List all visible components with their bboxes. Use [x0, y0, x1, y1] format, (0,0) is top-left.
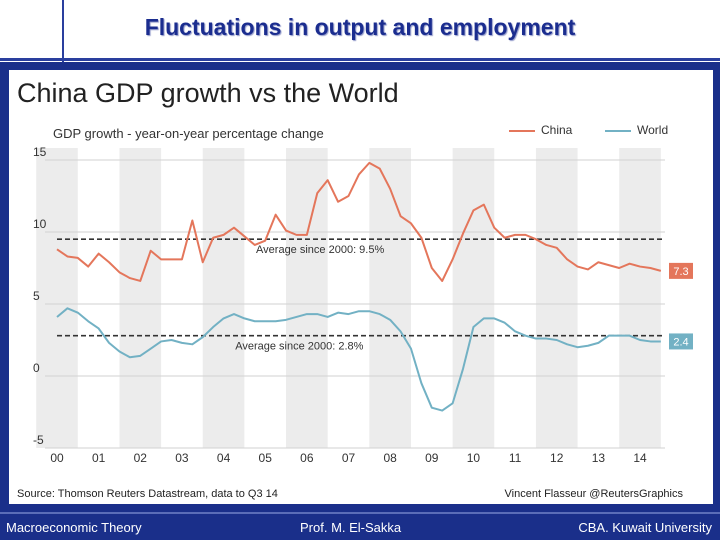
shaded-band-2004	[202, 148, 245, 448]
series-line-world	[56, 307, 661, 412]
chart-source: Source: Thomson Reuters Datastream, data…	[17, 488, 278, 500]
slide-header: Fluctuations in output and employment	[0, 0, 720, 62]
x-tick-label: 10	[467, 451, 481, 465]
x-tick-label: 06	[300, 451, 314, 465]
header-vertical-rule	[62, 0, 64, 62]
shaded-band-2006	[286, 148, 328, 448]
x-tick-label: 08	[383, 451, 397, 465]
y-tick-label: 10	[33, 217, 47, 231]
reference-label-china-average: Average since 2000: 9.5%	[256, 244, 384, 256]
x-tick-label: 00	[50, 451, 64, 465]
footer-rule	[0, 512, 720, 514]
y-tick-label: 15	[33, 145, 47, 159]
legend-china: China	[509, 123, 572, 137]
footer-author: Prof. M. El-Sakka	[300, 520, 402, 535]
x-tick-label: 14	[633, 451, 647, 465]
shaded-band-2010	[452, 148, 495, 448]
x-tick-label: 01	[92, 451, 106, 465]
legend-world-swatch	[605, 129, 631, 132]
legend-china-swatch	[509, 129, 535, 132]
x-tick-label: 07	[342, 451, 356, 465]
chart-credit: Vincent Flasseur @ReutersGraphics	[504, 488, 683, 500]
x-tick-label: 12	[550, 451, 564, 465]
x-tick-label: 13	[592, 451, 606, 465]
legend-china-label: China	[541, 123, 573, 137]
y-tick-label: 5	[33, 289, 40, 303]
y-tick-label: -5	[33, 433, 44, 447]
shaded-band-2008	[369, 148, 411, 448]
slide-title: Fluctuations in output and employment	[144, 14, 576, 40]
chart-subtitle: GDP growth - year-on-year percentage cha…	[53, 126, 324, 141]
legend-world: World	[605, 123, 668, 137]
x-tick-label: 04	[217, 451, 231, 465]
footer-institution: CBA. Kuwait University	[578, 520, 712, 535]
reference-label-world-average: Average since 2000: 2.8%	[235, 341, 363, 353]
chart-panel: China GDP growth vs the World GDP growth…	[9, 70, 713, 504]
shaded-band-2000	[36, 148, 78, 448]
x-tick-label: 02	[134, 451, 148, 465]
series-line-china	[56, 161, 662, 282]
shaded-band-2002	[119, 148, 162, 448]
end-label-china: 7.3	[673, 266, 688, 278]
shaded-band-2012	[535, 148, 578, 448]
x-tick-label: 03	[175, 451, 189, 465]
x-tick-label: 05	[259, 451, 273, 465]
legend-world-label: World	[637, 123, 669, 137]
end-label-box-china	[669, 262, 693, 279]
x-tick-label: 11	[509, 451, 522, 465]
header-horizontal-rule	[0, 58, 720, 61]
y-tick-label: 0	[33, 361, 40, 375]
shaded-band-2014	[619, 148, 661, 448]
footer-course: Macroeconomic Theory	[6, 520, 142, 535]
end-label-box-world	[669, 333, 693, 350]
chart-title: China GDP growth vs the World	[17, 78, 399, 108]
slide-footer: Macroeconomic Theory Prof. M. El-Sakka C…	[0, 517, 720, 540]
end-label-world: 2.4	[673, 336, 688, 348]
x-tick-label: 09	[425, 451, 439, 465]
